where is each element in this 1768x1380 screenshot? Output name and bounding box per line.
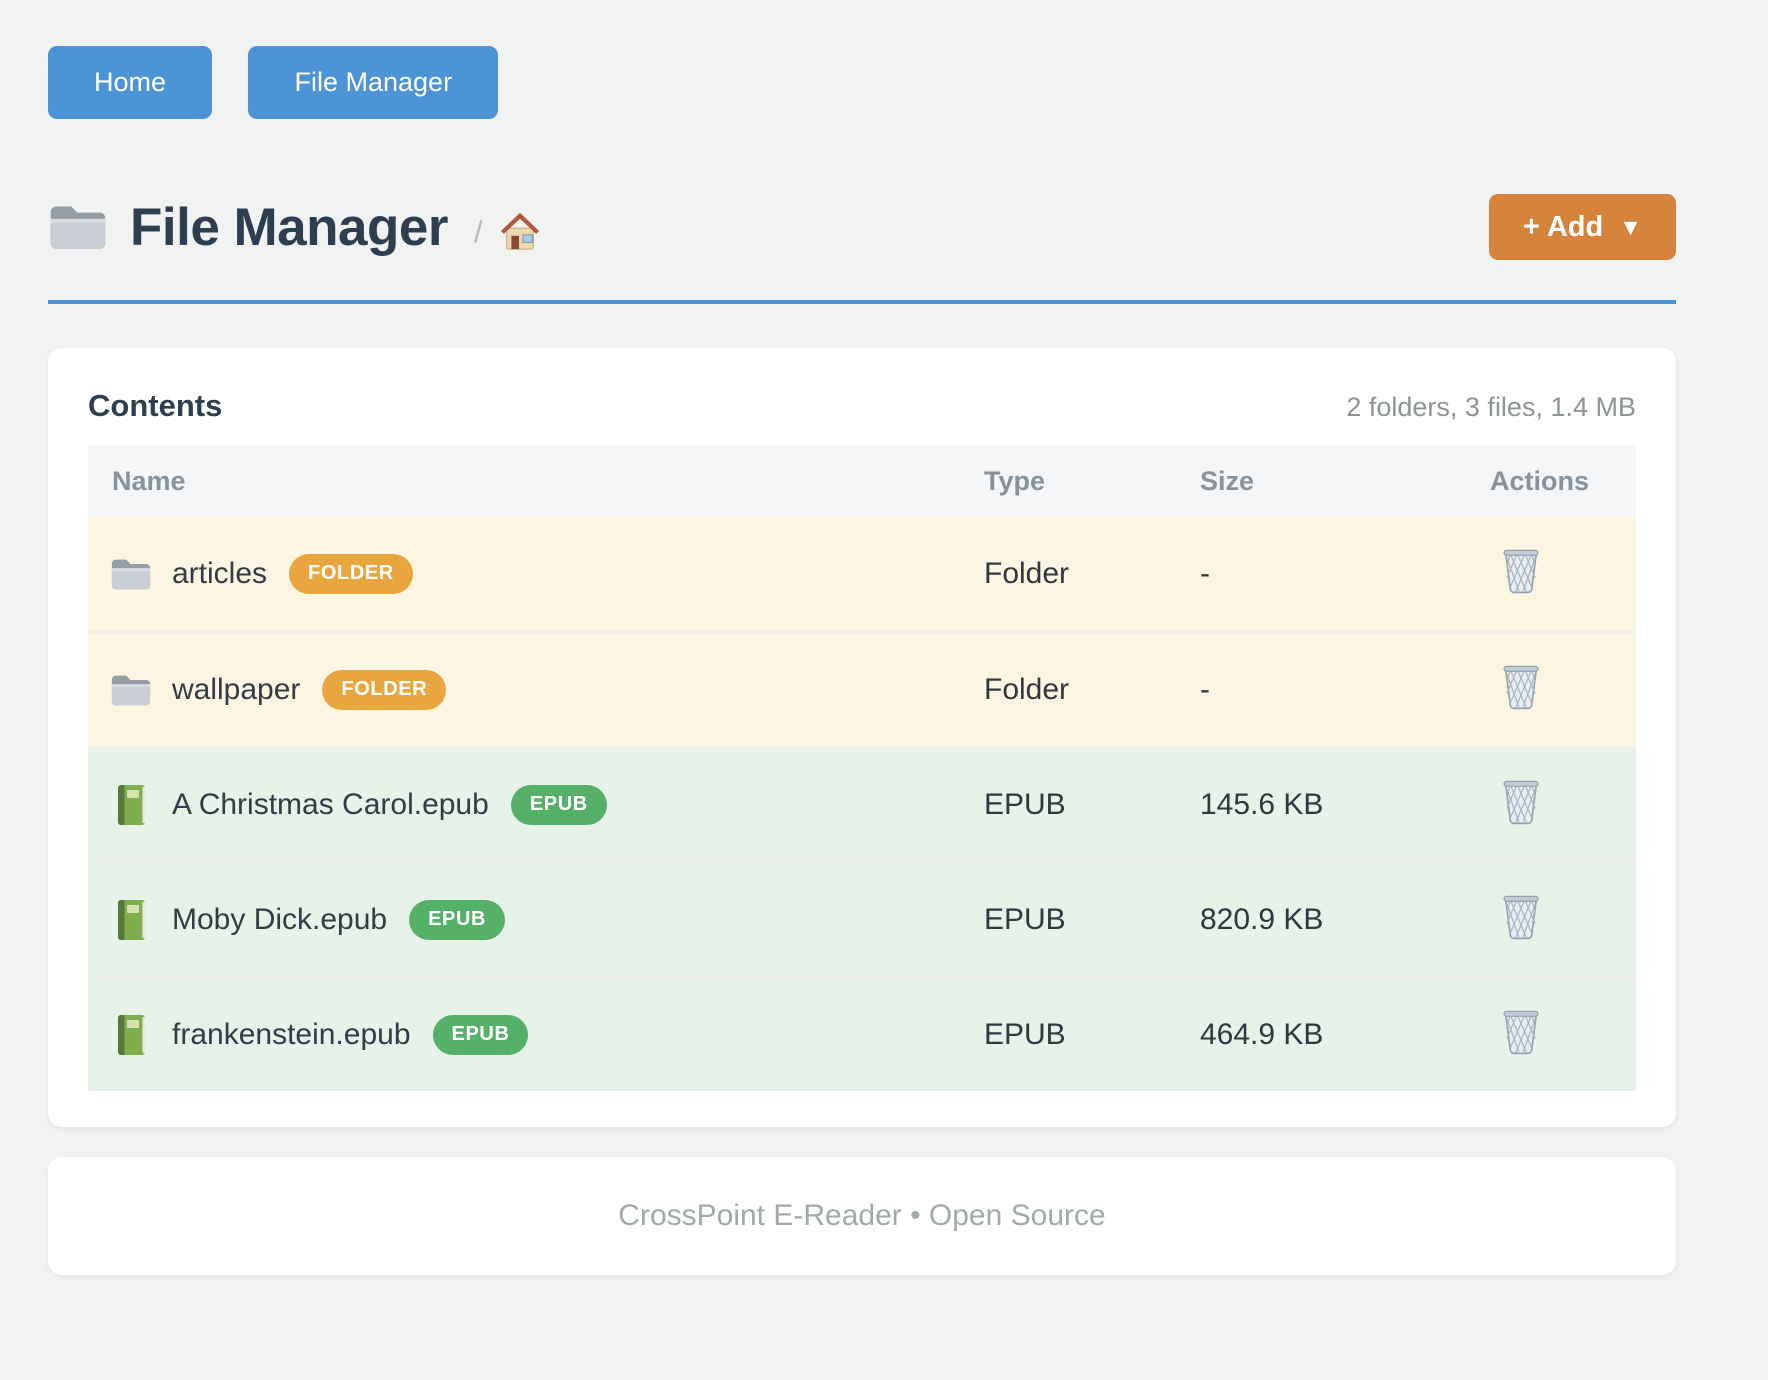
- name-cell: wallpaper FOLDER: [88, 669, 984, 711]
- actions-cell: [1490, 1007, 1636, 1063]
- add-button[interactable]: + Add ▼: [1488, 194, 1676, 260]
- file-name-link[interactable]: A Christmas Carol.epub: [172, 787, 489, 821]
- title-group: File Manager /: [48, 197, 541, 258]
- green-book-icon: [110, 899, 152, 941]
- wastebasket-icon: [1500, 892, 1542, 940]
- file-table: Name Type Size Actions articles FOLDER F…: [88, 446, 1636, 1091]
- column-header-type: Type: [984, 465, 1046, 496]
- file-name-link[interactable]: Moby Dick.epub: [172, 902, 388, 936]
- add-button-label: + Add: [1522, 210, 1604, 243]
- file-name-link[interactable]: frankenstein.epub: [172, 1017, 411, 1051]
- file-type: EPUB: [984, 787, 1066, 821]
- nav-file-manager-button[interactable]: File Manager: [248, 46, 499, 119]
- type-badge: EPUB: [510, 784, 607, 825]
- actions-cell: [1490, 892, 1636, 948]
- table-header-row: Name Type Size Actions: [88, 446, 1636, 516]
- delete-button[interactable]: [1500, 662, 1542, 710]
- type-badge: EPUB: [409, 899, 506, 940]
- chevron-down-icon: ▼: [1619, 213, 1642, 240]
- wastebasket-icon: [1500, 662, 1542, 710]
- folder-icon: [110, 669, 152, 711]
- page-header: File Manager / + Add ▼: [48, 194, 1676, 260]
- file-size: -: [1200, 672, 1210, 706]
- type-badge: FOLDER: [289, 553, 413, 594]
- table-body: articles FOLDER Folder - wallpaper FOLDE…: [88, 516, 1636, 1091]
- actions-cell: [1490, 546, 1636, 602]
- file-size: 464.9 KB: [1200, 1017, 1324, 1051]
- file-name-link[interactable]: articles: [172, 556, 268, 590]
- name-cell: Moby Dick.epub EPUB: [88, 899, 984, 941]
- name-cell: A Christmas Carol.epub EPUB: [88, 784, 984, 826]
- page: Home File Manager File Manager / + Add ▼…: [48, 0, 1676, 1275]
- table-row: frankenstein.epub EPUB EPUB 464.9 KB: [88, 976, 1636, 1091]
- table-row: wallpaper FOLDER Folder -: [88, 631, 1636, 746]
- contents-summary: 2 folders, 3 files, 1.4 MB: [1346, 392, 1636, 422]
- file-type: EPUB: [984, 1017, 1066, 1051]
- wastebasket-icon: [1500, 777, 1542, 825]
- name-cell: articles FOLDER: [88, 553, 984, 595]
- type-badge: FOLDER: [322, 669, 447, 710]
- table-row: articles FOLDER Folder -: [88, 516, 1636, 631]
- column-header-actions: Actions: [1490, 465, 1590, 496]
- nav-home-button[interactable]: Home: [48, 46, 213, 119]
- page-title: File Manager: [130, 197, 448, 257]
- house-icon[interactable]: [499, 210, 541, 252]
- actions-cell: [1490, 662, 1636, 718]
- file-type: EPUB: [984, 902, 1066, 936]
- column-header-name: Name: [112, 465, 186, 496]
- type-badge: EPUB: [432, 1014, 529, 1055]
- footer-text: CrossPoint E-Reader • Open Source: [618, 1199, 1106, 1232]
- file-size: 820.9 KB: [1200, 902, 1324, 936]
- top-nav: Home File Manager: [48, 46, 1676, 119]
- folder-icon: [110, 553, 152, 595]
- breadcrumb-separator: /: [473, 214, 483, 249]
- file-name-link[interactable]: wallpaper: [172, 672, 301, 706]
- contents-card-header: Contents 2 folders, 3 files, 1.4 MB: [88, 388, 1636, 424]
- file-type: Folder: [984, 556, 1070, 590]
- green-book-icon: [110, 1014, 152, 1056]
- file-size: 145.6 KB: [1200, 787, 1324, 821]
- footer: CrossPoint E-Reader • Open Source: [48, 1157, 1676, 1275]
- delete-button[interactable]: [1500, 1007, 1542, 1055]
- table-row: A Christmas Carol.epub EPUB EPUB 145.6 K…: [88, 746, 1636, 861]
- name-cell: frankenstein.epub EPUB: [88, 1014, 984, 1056]
- folder-icon: [48, 201, 108, 253]
- wastebasket-icon: [1500, 546, 1542, 594]
- delete-button[interactable]: [1500, 546, 1542, 594]
- green-book-icon: [110, 784, 152, 826]
- delete-button[interactable]: [1500, 892, 1542, 940]
- wastebasket-icon: [1500, 1007, 1542, 1055]
- column-header-size: Size: [1200, 465, 1255, 496]
- contents-heading: Contents: [88, 388, 223, 423]
- contents-card: Contents 2 folders, 3 files, 1.4 MB Name…: [48, 348, 1676, 1127]
- file-size: -: [1200, 556, 1210, 590]
- table-row: Moby Dick.epub EPUB EPUB 820.9 KB: [88, 861, 1636, 976]
- delete-button[interactable]: [1500, 777, 1542, 825]
- actions-cell: [1490, 777, 1636, 833]
- file-type: Folder: [984, 672, 1070, 706]
- header-divider: [48, 300, 1676, 304]
